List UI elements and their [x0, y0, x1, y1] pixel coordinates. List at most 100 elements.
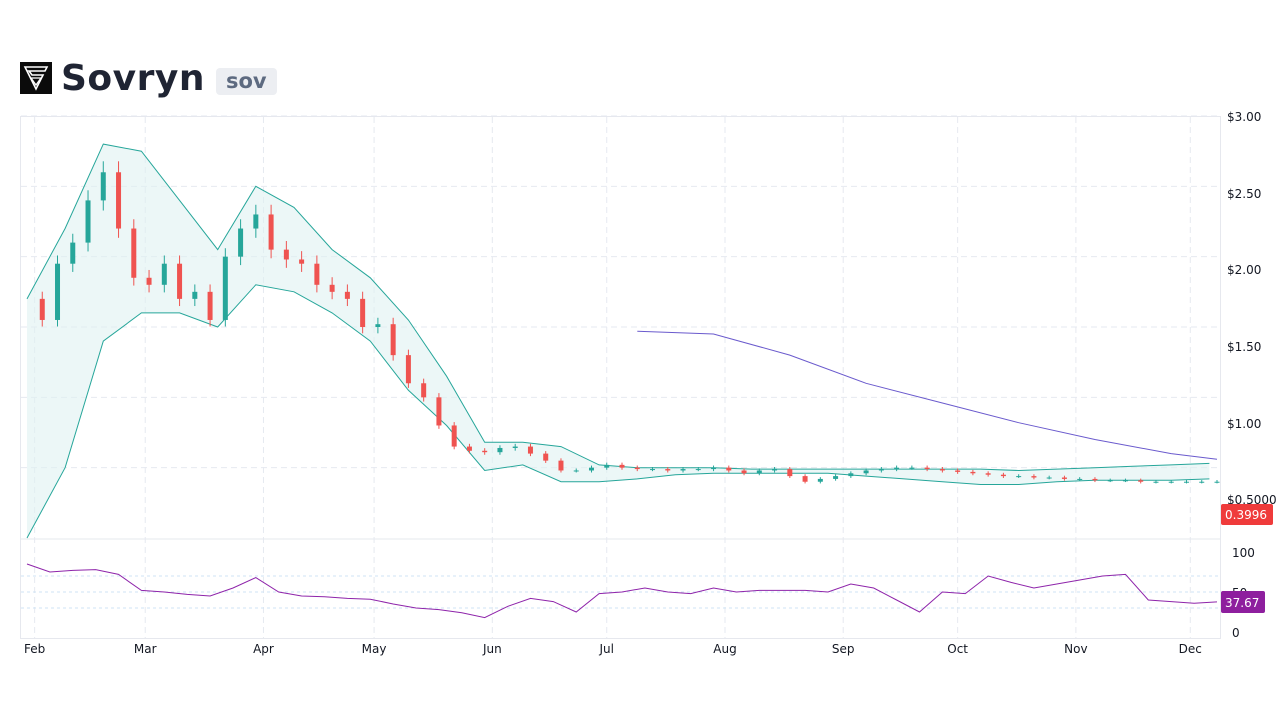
candle-body	[588, 467, 594, 471]
candle-body	[863, 470, 869, 474]
candle-body	[802, 476, 808, 482]
candle-body	[833, 476, 839, 479]
rsi-line	[26, 563, 1218, 619]
candle-body	[970, 471, 976, 474]
candle-body	[238, 228, 244, 257]
candle-body	[207, 291, 213, 320]
candle-body	[817, 478, 823, 482]
candle-body	[894, 467, 900, 470]
candle-body	[1199, 481, 1205, 483]
price-label-3: $3.00	[1227, 110, 1261, 124]
candle-body	[695, 469, 701, 471]
price-label-1-5: $1.50	[1227, 340, 1261, 354]
x-tick-label: Mar	[134, 642, 157, 656]
candle-body	[131, 228, 137, 278]
candle-body	[939, 469, 945, 471]
candle-body	[787, 469, 793, 477]
candle-body	[146, 277, 152, 285]
candle-body	[772, 469, 778, 471]
candle-body	[268, 214, 274, 250]
candle-body	[1214, 481, 1220, 483]
last-price-text: 0.3996	[1225, 508, 1267, 522]
candle-body	[1107, 480, 1113, 482]
last-rsi-tag	[1221, 591, 1265, 613]
sovryn-logo	[20, 62, 52, 94]
candle-body	[405, 355, 411, 384]
candle-body	[1122, 480, 1128, 482]
candle-body	[512, 446, 518, 448]
candle-body	[650, 469, 656, 471]
candle-body	[344, 291, 350, 299]
candle-body	[39, 298, 45, 320]
candle-body	[85, 200, 91, 243]
candle-body	[283, 249, 289, 260]
candle-body	[711, 467, 717, 470]
candle-body	[451, 425, 457, 447]
plot-frame	[20, 116, 1221, 639]
x-tick-label: Dec	[1179, 642, 1202, 656]
candle-body	[619, 464, 625, 468]
candle-body	[680, 469, 686, 471]
x-tick-label: Nov	[1064, 642, 1087, 656]
candle-body	[1016, 476, 1022, 478]
rsi-label-0: 0	[1232, 626, 1240, 640]
candle-body	[70, 242, 76, 264]
candle-body	[116, 172, 122, 229]
bollinger-upper-line	[26, 143, 1210, 472]
candle-body	[375, 324, 381, 327]
candle-body	[634, 467, 640, 470]
candle-body	[1046, 477, 1052, 479]
candle-body	[436, 397, 442, 426]
candle-body	[1168, 481, 1174, 483]
candle-body	[253, 214, 259, 229]
moving-average-line	[637, 330, 1218, 460]
price-label-2-5: $2.50	[1227, 187, 1261, 201]
candle-body	[390, 324, 396, 356]
candle-body	[909, 467, 915, 469]
candle-body	[100, 172, 106, 201]
candle-body	[466, 446, 472, 451]
candle-body	[192, 291, 198, 299]
candle-body	[558, 460, 564, 471]
logo-icon	[23, 66, 49, 91]
candle-body	[1000, 474, 1006, 477]
x-tick-label: Jul	[599, 642, 614, 656]
ticker-badge: sov	[215, 67, 277, 95]
candle-body	[55, 263, 61, 320]
bollinger-lower-line	[26, 284, 1210, 539]
candle-body	[665, 469, 671, 471]
candle-body	[482, 450, 488, 453]
bollinger-fill	[27, 144, 1210, 538]
candle-body	[497, 447, 503, 453]
x-tick-label: Feb	[24, 642, 45, 656]
candle-body	[299, 259, 305, 264]
chart-header: Sovryn sov	[20, 57, 277, 99]
candle-body	[1183, 481, 1189, 483]
price-label-0-5: $0.5000	[1227, 493, 1277, 507]
candle-body	[741, 470, 747, 474]
candle-body	[573, 470, 579, 472]
x-tick-label: May	[362, 642, 387, 656]
price-label-1: $1.00	[1227, 417, 1261, 431]
candle-body	[527, 446, 533, 454]
candle-body	[421, 383, 427, 398]
candle-body	[161, 263, 167, 285]
last-rsi-text: 37.67	[1225, 596, 1259, 610]
candle-body	[314, 263, 320, 285]
candle-body	[543, 453, 549, 461]
candle-body	[360, 298, 366, 327]
price-label-2: $2.00	[1227, 263, 1261, 277]
last-price-tag	[1221, 504, 1273, 525]
candle-body	[1031, 476, 1037, 478]
candle-body	[1092, 478, 1098, 481]
x-tick-label: Aug	[713, 642, 736, 656]
candle-body	[329, 284, 335, 292]
x-tick-label: Oct	[947, 642, 968, 656]
candle-body	[985, 473, 991, 475]
candle-body	[924, 467, 930, 470]
x-tick-label: Jun	[482, 642, 502, 656]
candle-body	[955, 470, 961, 472]
coin-title: Sovryn	[61, 57, 205, 99]
candle-body	[1138, 480, 1144, 482]
